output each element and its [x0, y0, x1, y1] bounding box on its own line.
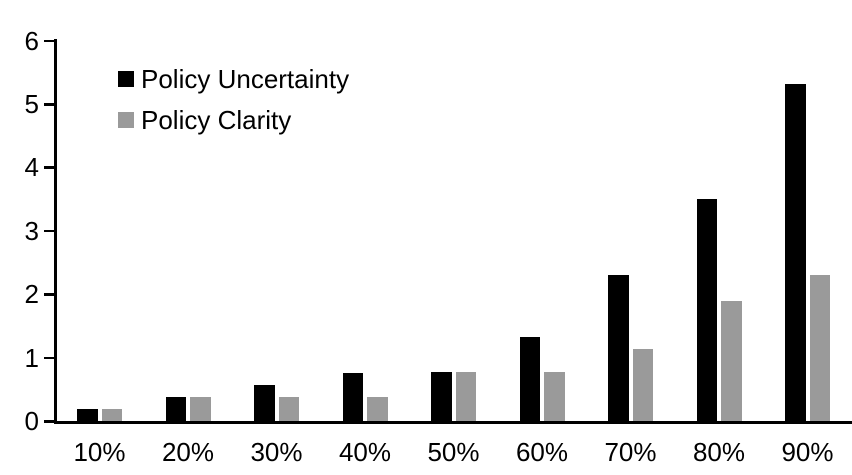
y-tick-label-6: 6 [24, 25, 39, 56]
y-tick-label-3: 3 [24, 215, 39, 246]
y-tick-label-5: 5 [24, 89, 39, 119]
x-axis-line [54, 421, 852, 424]
bar-policy-uncertainty-40% [342, 372, 363, 421]
bar-policy-uncertainty-20% [165, 396, 186, 421]
bar-policy-clarity-20% [190, 396, 211, 421]
y-tick-5 [44, 103, 55, 106]
bar-policy-clarity-40% [367, 396, 388, 421]
x-tick-label-20%: 20% [161, 437, 215, 467]
bar-policy-clarity-10% [101, 408, 122, 421]
bar-policy-uncertainty-80% [696, 199, 717, 421]
y-tick-label-4: 4 [24, 152, 39, 183]
bar-policy-clarity-90% [809, 275, 830, 421]
y-tick-label-0: 0 [24, 406, 39, 436]
legend: Policy Uncertainty Policy Clarity [118, 66, 349, 133]
bar-policy-clarity-60% [544, 372, 565, 421]
x-tick-label-60%: 60% [515, 437, 569, 467]
x-tick-label-70%: 70% [604, 437, 657, 467]
bar-policy-clarity-50% [455, 372, 476, 421]
y-tick-label-1: 1 [24, 342, 39, 373]
y-tick-6 [44, 39, 55, 43]
bar-policy-uncertainty-50% [431, 372, 452, 421]
legend-swatch-policy-uncertainty [118, 71, 134, 87]
x-tick-label-80%: 80% [692, 437, 746, 467]
y-tick-3 [44, 229, 55, 233]
y-tick-0 [44, 420, 55, 423]
y-tick-label-2: 2 [24, 279, 39, 310]
bar-policy-uncertainty-90% [785, 84, 806, 421]
y-tick-1 [44, 356, 55, 360]
legend-label-policy-clarity: Policy Clarity [141, 105, 292, 135]
y-tick-4 [44, 166, 55, 169]
legend-item-policy-clarity: Policy Clarity [118, 107, 349, 133]
x-tick-label-90%: 90% [781, 437, 834, 467]
legend-item-policy-uncertainty: Policy Uncertainty [118, 66, 349, 92]
bar-policy-clarity-80% [721, 300, 742, 421]
x-tick-label-10%: 10% [73, 437, 126, 467]
y-tick-2 [44, 293, 55, 296]
y-axis-line [54, 39, 57, 424]
bar-policy-uncertainty-60% [519, 336, 540, 421]
bar-policy-clarity-70% [632, 348, 653, 421]
bar-policy-clarity-30% [278, 396, 299, 421]
bar-policy-uncertainty-30% [254, 384, 275, 421]
x-tick-label-50%: 50% [427, 437, 480, 467]
legend-label-policy-uncertainty: Policy Uncertainty [141, 64, 350, 94]
x-tick-label-40%: 40% [338, 437, 392, 467]
legend-swatch-policy-clarity [118, 112, 134, 128]
bar-policy-uncertainty-10% [77, 408, 98, 421]
x-tick-label-30%: 30% [250, 437, 303, 467]
bar-policy-uncertainty-70% [608, 274, 629, 421]
